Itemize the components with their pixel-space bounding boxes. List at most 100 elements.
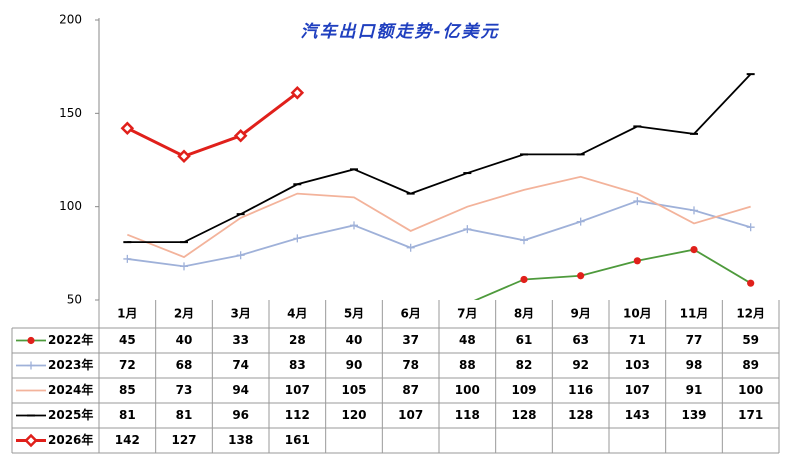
table-cell: 91 [686, 383, 703, 397]
series-line [127, 175, 751, 259]
legend-label: 2025年 [48, 407, 93, 422]
point [177, 149, 191, 164]
point [406, 243, 415, 252]
x-tick-label: 4月 [287, 307, 307, 321]
table-cell: 128 [568, 408, 593, 422]
legend-marker [27, 336, 35, 345]
table-cell: 77 [686, 333, 703, 347]
table-cell: 120 [341, 408, 366, 422]
table-cell: 68 [176, 358, 193, 372]
point [293, 234, 302, 243]
table-cell: 138 [228, 433, 253, 447]
point [520, 275, 528, 284]
y-tick-label: 150 [59, 106, 82, 120]
series-line [127, 200, 751, 268]
table-cell: 40 [176, 333, 193, 347]
point [236, 251, 245, 260]
y-tick-label: 50 [67, 293, 82, 307]
table-cell: 74 [232, 358, 249, 372]
table-cell: 116 [568, 383, 593, 397]
point [747, 279, 755, 287]
point [350, 221, 358, 230]
table-cell: 85 [119, 383, 136, 397]
x-tick-label: 5月 [344, 307, 364, 321]
table-cell: 139 [681, 408, 706, 422]
table-cell: 107 [285, 383, 310, 397]
point [746, 223, 755, 232]
point [690, 206, 698, 215]
series-line [126, 91, 299, 158]
x-tick-label: 12月 [736, 307, 765, 321]
point [123, 254, 132, 263]
table-cell: 40 [346, 333, 363, 347]
legend-label: 2023年 [48, 357, 93, 372]
table-cell: 73 [176, 383, 193, 397]
table-cell: 88 [459, 358, 476, 372]
point [633, 197, 642, 206]
point [407, 321, 414, 328]
legend-label: 2026年 [48, 432, 93, 447]
table-cell: 128 [511, 408, 536, 422]
x-tick-label: 8月 [514, 307, 534, 321]
legend-label: 2024年 [48, 382, 93, 397]
table-cell: 87 [402, 383, 419, 397]
table-cell: 89 [742, 358, 759, 372]
x-tick-label: 7月 [457, 307, 477, 321]
plot-area [120, 73, 755, 328]
point [576, 217, 585, 226]
table-cell: 94 [232, 383, 249, 397]
legend-marker [27, 361, 35, 370]
point [180, 262, 188, 271]
series-line [127, 73, 752, 244]
table-cell: 103 [625, 358, 650, 372]
table-cell: 118 [455, 408, 480, 422]
x-tick-label: 3月 [230, 307, 250, 321]
y-tick-label: 100 [59, 199, 82, 213]
table-cell: 90 [346, 358, 363, 372]
chart-title: 汽车出口额走势-亿美元 [300, 22, 499, 42]
table-cell: 33 [232, 333, 249, 347]
table-cell: 78 [402, 358, 419, 372]
table-cell: 81 [176, 408, 193, 422]
table-cell: 100 [738, 383, 763, 397]
table-cell: 71 [629, 333, 646, 347]
table-cell: 109 [511, 383, 536, 397]
table-cell: 28 [289, 333, 306, 347]
x-tick-label: 2月 [174, 307, 194, 321]
series-line [473, 248, 752, 300]
point [690, 246, 698, 254]
table-cell: 72 [119, 358, 136, 372]
table-cell: 127 [171, 433, 196, 447]
point [577, 272, 585, 280]
point [290, 86, 305, 100]
table-cell: 96 [232, 408, 249, 422]
point [463, 225, 472, 234]
table-cell: 107 [398, 408, 423, 422]
table-cell: 143 [625, 408, 650, 422]
table-cell: 81 [119, 408, 136, 422]
table-cell: 92 [572, 358, 589, 372]
x-tick-label: 11月 [680, 307, 709, 321]
table-cell: 161 [285, 433, 310, 447]
table-cell: 61 [516, 333, 533, 347]
table-cell: 107 [625, 383, 650, 397]
table-cell: 63 [572, 333, 589, 347]
point [633, 257, 641, 265]
legend-marker [24, 433, 38, 448]
table-cell: 112 [285, 408, 310, 422]
table-cell: 171 [738, 408, 763, 422]
x-tick-label: 1月 [117, 307, 137, 321]
y-tick-label: 200 [59, 13, 82, 27]
point [520, 236, 528, 245]
table-cell: 142 [115, 433, 140, 447]
table-cell: 98 [686, 358, 703, 372]
table-cell: 83 [289, 358, 306, 372]
x-tick-label: 9月 [570, 307, 590, 321]
table-cell: 100 [455, 383, 480, 397]
point [233, 128, 248, 143]
legend-label: 2022年 [48, 332, 93, 347]
table-cell: 37 [402, 333, 419, 347]
x-tick-label: 10月 [623, 307, 652, 321]
table-cell: 48 [459, 333, 476, 347]
